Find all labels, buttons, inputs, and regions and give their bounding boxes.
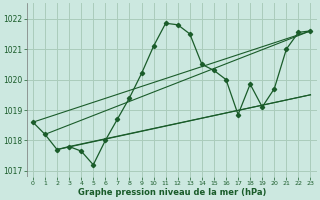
X-axis label: Graphe pression niveau de la mer (hPa): Graphe pression niveau de la mer (hPa) [77, 188, 266, 197]
